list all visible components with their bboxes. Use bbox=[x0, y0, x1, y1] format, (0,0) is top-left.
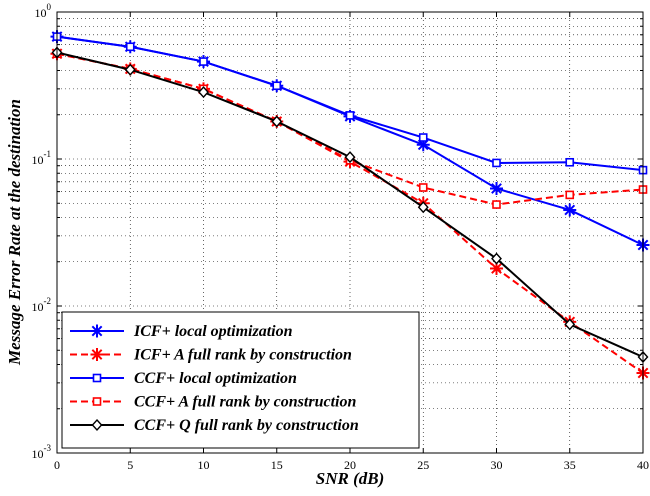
square-marker bbox=[492, 158, 501, 168]
star-marker bbox=[490, 181, 503, 195]
square-marker bbox=[565, 157, 575, 167]
square-marker bbox=[92, 373, 102, 383]
ticks: 0 5 10 15 20 25 30 35 40 10-3 10-2 10-1 100 bbox=[32, 2, 650, 472]
diamond-marker bbox=[344, 151, 356, 164]
diamond-marker bbox=[198, 86, 209, 99]
x-tick-label: 30 bbox=[491, 458, 503, 472]
legend-label: CCF+ local optimization bbox=[134, 370, 297, 387]
star-marker bbox=[563, 203, 577, 217]
legend-entry: CCF+ Q full rank by construction bbox=[70, 417, 359, 434]
x-axis-label: SNR (dB) bbox=[316, 469, 384, 488]
legend-entry: CCF+ local optimization bbox=[70, 370, 297, 387]
y-tick-label: 10-3 bbox=[32, 443, 52, 461]
x-tick-label: 5 bbox=[127, 458, 133, 472]
x-tick-label: 40 bbox=[637, 458, 649, 472]
x-tick-label: 10 bbox=[198, 458, 210, 472]
square-marker bbox=[418, 183, 428, 192]
diamond-marker bbox=[271, 115, 283, 128]
diamond-marker bbox=[124, 63, 136, 76]
square-marker bbox=[92, 397, 102, 406]
legend-label: CCF+ A full rank by construction bbox=[134, 394, 356, 411]
legend-entry: CCF+ A full rank by construction bbox=[70, 394, 356, 411]
plot-frame bbox=[56, 11, 644, 454]
square-marker bbox=[418, 133, 428, 142]
legend: ICF+ local optimization ICF+ A full rank … bbox=[61, 311, 420, 449]
square-marker bbox=[199, 57, 208, 66]
x-tick-label: 25 bbox=[417, 458, 429, 472]
y-tick-label: 10-2 bbox=[32, 296, 52, 314]
legend-entry: ICF+ A full rank by construction bbox=[70, 347, 352, 364]
square-marker bbox=[125, 42, 135, 52]
y-axis-label: Message Error Rate at the destination bbox=[5, 99, 24, 366]
diamond-marker bbox=[491, 252, 502, 265]
legend-entry: ICF+ local optimization bbox=[70, 323, 293, 340]
square-marker bbox=[565, 190, 575, 200]
x-tick-label: 15 bbox=[271, 458, 283, 472]
square-marker bbox=[345, 111, 355, 120]
grid bbox=[57, 12, 643, 453]
diamond-marker bbox=[91, 418, 103, 432]
legend-label: ICF+ local optimization bbox=[133, 323, 293, 340]
diamond-marker bbox=[417, 201, 429, 214]
star-marker bbox=[90, 324, 104, 338]
y-tick-label: 100 bbox=[35, 2, 52, 20]
square-marker bbox=[492, 200, 501, 209]
x-tick-label: 35 bbox=[564, 458, 576, 472]
star-marker bbox=[90, 348, 104, 361]
square-marker bbox=[272, 81, 282, 91]
legend-label: CCF+ Q full rank by construction bbox=[134, 417, 359, 434]
legend-label: ICF+ A full rank by construction bbox=[133, 347, 352, 364]
y-tick-label: 10-1 bbox=[32, 149, 52, 167]
diamond-marker bbox=[564, 318, 576, 331]
x-tick-label: 20 bbox=[344, 458, 356, 472]
x-tick-label: 0 bbox=[54, 458, 60, 472]
